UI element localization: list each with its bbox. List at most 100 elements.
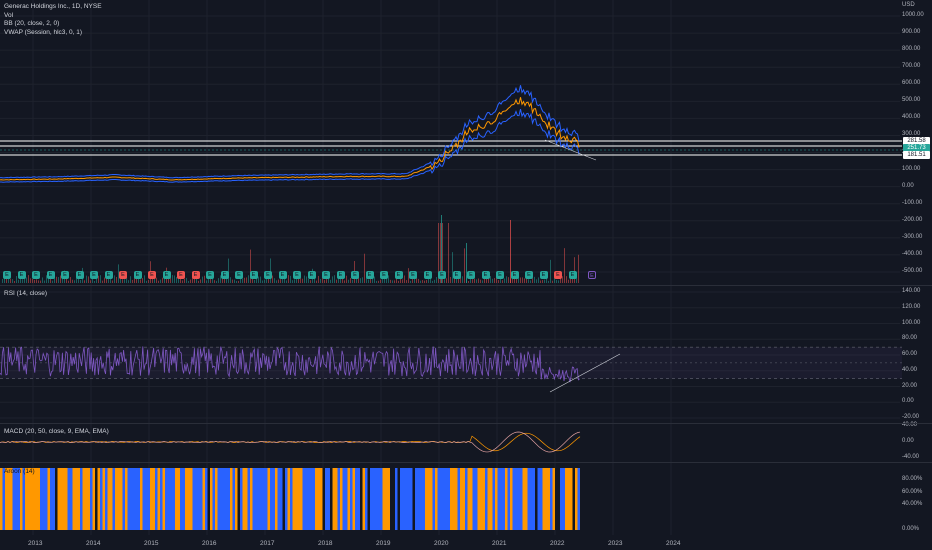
aroon-bar [395,468,398,530]
volume-bar [254,279,255,283]
volume-bar [46,275,47,283]
volume-bar [544,279,545,283]
volume-bar [526,277,527,283]
aroon-bar [65,468,68,530]
volume-bar [94,280,95,283]
aroon-bar [312,468,315,530]
aroon-bar [15,468,18,530]
earnings-event-icon: E [235,271,243,279]
volume-bar [132,279,133,283]
aroon-bar [430,468,433,530]
volume-bar [406,280,407,283]
volume-bar [502,280,503,283]
volume-bar [452,252,453,283]
volume-bar [238,280,239,283]
aroon-bar [217,468,220,530]
aroon-bar [412,468,415,530]
volume-bar [514,278,515,283]
price-tick-label: -500.00 [902,268,923,274]
time-tick-label: 2015 [144,540,159,547]
volume-bar [342,278,343,283]
volume-bar [376,280,377,283]
aroon-bar [150,468,153,530]
volume-bar [434,279,435,283]
earnings-event-icon: E [32,271,40,279]
time-tick-label: 2021 [492,540,507,547]
aroon-bar [267,468,270,530]
volume-bar [164,278,165,283]
volume-bar [366,276,367,283]
aroon-bar [212,468,215,530]
aroon-bar [100,468,103,530]
aroon-bar [247,468,250,530]
volume-bar [86,275,87,283]
volume-bar [362,277,363,283]
volume-bar [100,275,101,283]
earnings-event-icon: E [452,271,461,279]
time-tick-label: 2013 [28,540,43,547]
volume-bar [84,280,85,283]
aroon-bar [390,468,393,530]
aroon-bar [165,468,168,530]
earnings-event-icon: E [409,271,417,279]
aroon-bar [187,468,190,530]
time-tick-label: 2014 [86,540,101,547]
volume-bar [432,280,433,283]
aroon-bar [25,468,28,530]
earnings-event-icon: E [119,271,127,279]
aroon-bar [215,468,218,530]
pane-separator[interactable] [0,285,932,286]
aroon-bar [392,468,395,530]
aroon-bar [305,468,308,530]
aroon-bar [385,468,388,530]
earnings-event-icon: E [162,271,171,279]
aroon-bar [300,468,303,530]
volume-bar [398,280,399,283]
volume-bar [186,277,187,283]
pane-separator[interactable] [0,423,932,424]
volume-bar [518,275,519,283]
rsi-tick-label: 80.00 [902,335,918,342]
aroon-bar [480,468,483,530]
earnings-event-icon: E [46,271,55,279]
aroon-bar [285,468,288,530]
aroon-bar [42,468,45,530]
aroon-bar [502,468,505,530]
volume-bar [228,258,229,283]
aroon-bar [197,468,200,530]
volume-bar [110,276,111,283]
aroon-bar [542,468,545,530]
volume-bar [298,277,299,283]
aroon-bar [242,468,245,530]
aroon-bar [530,468,533,530]
aroon-bar [195,468,198,530]
pane-separator[interactable] [0,462,932,463]
earnings-event-icon: E [510,271,519,279]
volume-bar [332,276,333,283]
aroon-bar [7,468,10,530]
volume-bar [6,275,7,283]
aroon-bar [200,468,203,530]
aroon-bar [210,468,213,530]
aroon-bar [352,468,355,530]
earnings-event-icon: E [467,271,475,279]
earnings-event-icon: E [394,271,403,279]
volume-bar [474,278,475,283]
aroon-bar [292,468,295,530]
aroon-bar [422,468,425,530]
volume-bar [324,280,325,283]
volume-bar [372,276,373,283]
volume-bar [556,279,557,283]
volume-bar [120,278,121,283]
macd-tick-label: 40.00 [902,422,918,428]
volume-bar [384,276,385,283]
volume-bar [448,223,449,283]
volume-bar [96,278,97,283]
aroon-bar [562,468,565,530]
earnings-event-icon: E [307,271,316,279]
volume-bar [408,268,409,283]
volume-bar [540,280,541,283]
volume-bar [40,280,41,283]
volume-bar [250,249,251,283]
